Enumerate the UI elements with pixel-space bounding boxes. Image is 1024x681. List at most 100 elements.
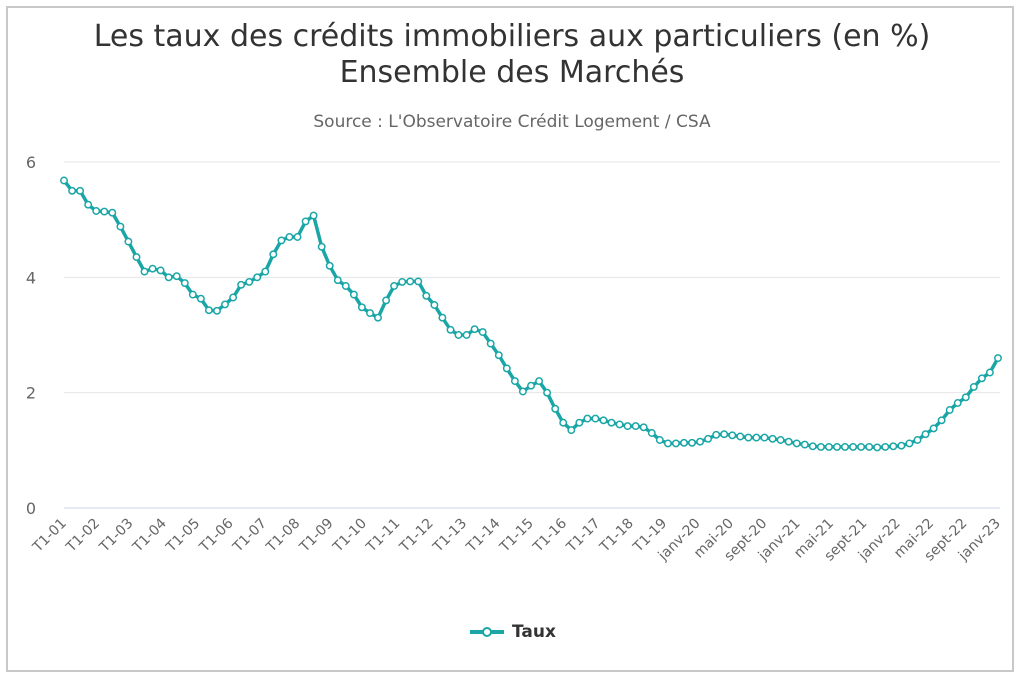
data-point xyxy=(172,272,181,281)
data-point xyxy=(655,436,664,444)
line-marker-icon xyxy=(470,627,505,637)
data-point xyxy=(712,430,721,439)
data-point xyxy=(253,273,262,282)
data-point xyxy=(728,431,737,440)
data-point xyxy=(889,442,898,451)
data-point xyxy=(229,293,238,302)
data-point xyxy=(623,422,632,431)
data-point xyxy=(639,423,648,432)
data-point xyxy=(382,296,391,305)
data-point xyxy=(406,277,415,286)
data-point xyxy=(309,211,318,220)
data-point xyxy=(736,432,745,441)
data-point xyxy=(84,200,93,209)
data-point xyxy=(929,424,938,433)
data-point xyxy=(188,290,197,299)
data-point xyxy=(865,442,874,451)
data-point xyxy=(261,267,270,276)
data-point xyxy=(527,381,535,390)
x-tick-label: T1-08 xyxy=(263,516,304,557)
legend-label: Taux xyxy=(512,622,556,642)
data-point xyxy=(269,250,278,259)
data-point xyxy=(849,442,858,451)
data-point xyxy=(808,442,817,451)
chart-frame xyxy=(6,6,1014,672)
data-point xyxy=(518,387,527,396)
data-point xyxy=(164,273,173,282)
data-point xyxy=(599,416,608,425)
data-point xyxy=(446,325,455,334)
y-tick-label: 6 xyxy=(26,153,36,172)
data-point xyxy=(921,430,930,439)
data-point xyxy=(841,442,849,451)
data-point xyxy=(905,439,914,448)
data-point xyxy=(470,325,479,334)
x-tick-label: T1-09 xyxy=(296,516,337,557)
data-point xyxy=(680,438,688,447)
y-tick-label: 0 xyxy=(26,499,36,518)
data-point xyxy=(961,393,970,402)
data-point xyxy=(293,233,302,241)
x-tick-label: T1-05 xyxy=(163,516,204,557)
data-point xyxy=(68,186,77,195)
data-point xyxy=(591,414,600,423)
data-point xyxy=(156,266,165,275)
data-point xyxy=(760,433,769,442)
data-point xyxy=(768,434,777,443)
data-point xyxy=(221,300,229,309)
x-tick-label: T1-16 xyxy=(530,515,571,556)
data-point xyxy=(414,277,423,286)
data-point xyxy=(60,176,68,185)
data-point xyxy=(502,364,511,373)
data-point xyxy=(704,434,713,443)
data-point xyxy=(148,264,157,273)
x-tick-label: T1-15 xyxy=(496,516,537,557)
x-tick-label: T1-10 xyxy=(330,516,371,557)
data-point xyxy=(985,368,994,377)
data-point xyxy=(422,291,431,300)
x-tick-label: T1-12 xyxy=(396,516,437,557)
data-point xyxy=(100,207,109,216)
data-point xyxy=(478,328,487,337)
data-point xyxy=(776,436,785,444)
data-point xyxy=(494,351,503,360)
x-tick-label: T1-03 xyxy=(96,516,137,557)
data-point xyxy=(390,282,399,290)
data-point xyxy=(744,433,753,442)
data-point xyxy=(977,374,986,383)
legend[interactable]: Taux xyxy=(0,622,1024,642)
data-point xyxy=(969,382,978,391)
data-point xyxy=(510,377,519,386)
data-point xyxy=(696,437,705,446)
data-point xyxy=(567,426,576,435)
data-point xyxy=(583,414,592,423)
data-point xyxy=(671,439,680,448)
data-point xyxy=(575,418,584,427)
data-point xyxy=(116,222,125,231)
x-tick-label: T1-07 xyxy=(229,516,270,557)
data-point xyxy=(317,242,326,251)
data-point xyxy=(857,442,866,451)
data-point xyxy=(945,406,954,414)
data-point xyxy=(720,430,729,439)
data-point xyxy=(366,309,374,318)
data-point xyxy=(301,217,310,226)
data-point xyxy=(285,233,294,241)
data-point xyxy=(325,261,334,270)
chart-title-line-1: Les taux des crédits immobiliers aux par… xyxy=(93,19,931,54)
x-tick-label: T1-17 xyxy=(563,516,604,557)
x-tick-label: T1-06 xyxy=(196,515,237,556)
x-tick-label: T1-18 xyxy=(596,516,637,557)
data-point xyxy=(688,438,696,447)
data-point xyxy=(438,313,447,322)
data-point xyxy=(615,420,624,429)
data-point xyxy=(551,404,560,413)
data-point xyxy=(237,280,246,289)
data-point xyxy=(374,313,382,322)
data-point xyxy=(204,306,213,315)
data-point xyxy=(357,303,366,312)
data-point xyxy=(937,416,946,425)
data-point xyxy=(462,331,471,339)
data-point xyxy=(800,440,809,449)
